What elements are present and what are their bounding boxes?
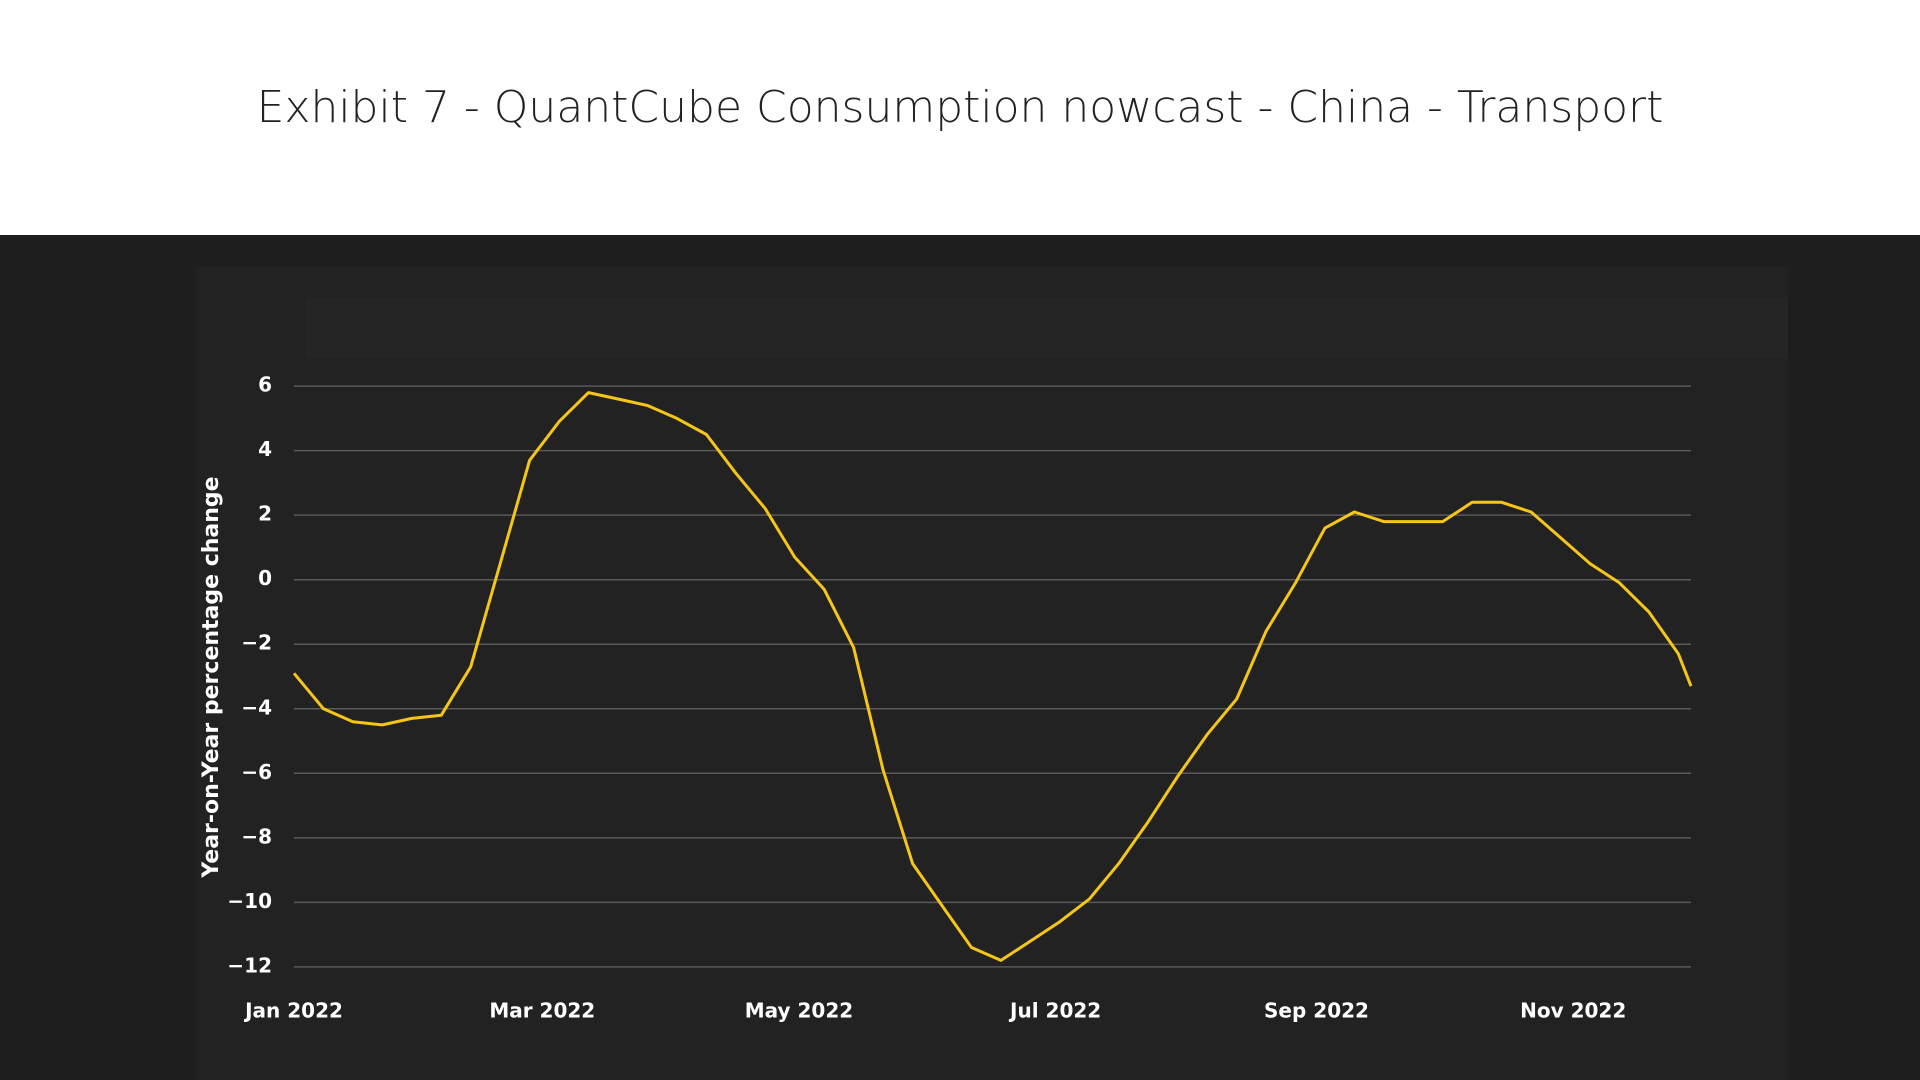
y-tick-label: 0 xyxy=(258,566,272,590)
data-line xyxy=(292,391,1693,962)
x-tick-label: May 2022 xyxy=(745,999,853,1023)
y-tick-label: −8 xyxy=(241,824,272,848)
x-tick-label: Nov 2022 xyxy=(1520,999,1626,1023)
x-tick-label: Mar 2022 xyxy=(489,999,595,1023)
y-tick-label: 2 xyxy=(258,502,272,526)
y-axis-title: Year-on-Year percentage change xyxy=(199,476,224,878)
plot-panel xyxy=(196,267,1788,1080)
y-tick-label: 6 xyxy=(258,373,272,397)
y-tick-label: −6 xyxy=(241,760,272,784)
x-tick-label: Sep 2022 xyxy=(1264,999,1369,1023)
x-tick-label: Jan 2022 xyxy=(243,999,343,1023)
header-band xyxy=(0,0,1920,235)
y-tick-label: −10 xyxy=(227,889,272,913)
y-tick-label: −2 xyxy=(241,631,272,655)
x-tick-label: Jul 2022 xyxy=(1008,999,1101,1023)
legend-strip xyxy=(306,298,1788,358)
y-tick-label: 4 xyxy=(258,437,272,461)
y-tick-label: −12 xyxy=(227,953,272,977)
y-tick-label: −4 xyxy=(241,695,272,719)
chart-title: Exhibit 7 - QuantCube Consumption nowcas… xyxy=(257,82,1664,133)
